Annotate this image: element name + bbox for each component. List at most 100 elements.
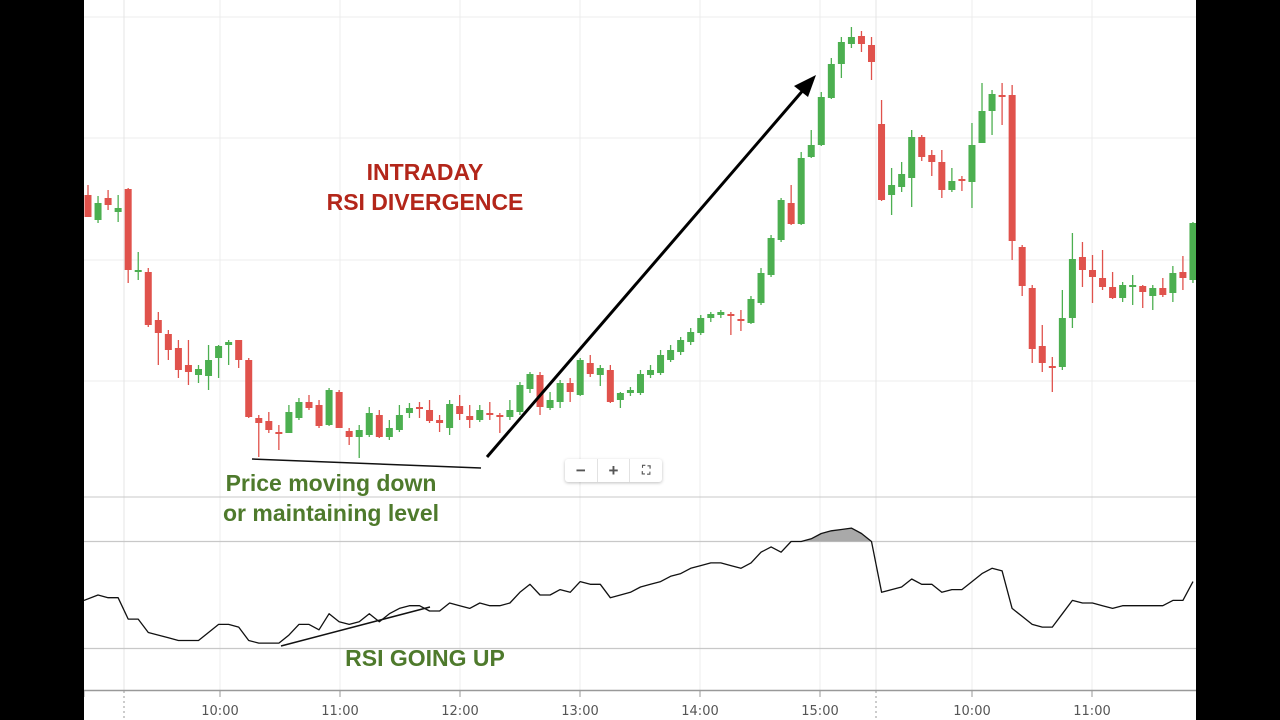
rsi-line — [84, 527, 1194, 644]
candle-up — [697, 315, 705, 335]
candle-body — [868, 45, 876, 62]
candle-down — [496, 413, 504, 433]
candle-body — [235, 340, 243, 360]
candle-up — [908, 130, 916, 207]
candle-body — [898, 174, 906, 187]
candle-up — [395, 405, 403, 432]
candle-body — [486, 413, 494, 415]
candle-down — [1109, 272, 1117, 299]
candle-body — [677, 340, 685, 352]
x-tick-label: 11:00 — [1073, 704, 1110, 719]
candle-up — [948, 168, 956, 192]
candle-body — [154, 320, 162, 333]
title-line-2: RSI DIVERGENCE — [326, 189, 524, 215]
candle-body — [456, 406, 464, 414]
candle-up — [506, 400, 514, 420]
candle-body — [1008, 95, 1016, 241]
fullscreen-icon[interactable]: ⛶ — [641, 463, 651, 477]
candle-body — [1089, 270, 1096, 277]
candle-down — [1159, 278, 1167, 297]
candle-up — [707, 312, 715, 322]
candle-body — [275, 432, 283, 434]
candle-body — [345, 431, 353, 437]
candle-body — [295, 402, 303, 418]
candle-up — [134, 252, 142, 280]
candle-up — [988, 90, 996, 135]
candle-body — [174, 348, 182, 370]
candle-body — [355, 430, 363, 437]
candle-body — [626, 390, 634, 393]
candle-down — [1099, 250, 1107, 290]
candle-body — [1149, 288, 1157, 296]
candle-down — [958, 176, 966, 191]
candle-up — [526, 372, 534, 393]
candle-down — [1089, 255, 1096, 303]
candle-body — [797, 158, 805, 224]
candle-up — [1068, 233, 1076, 328]
rsi-overbought-fill — [84, 528, 1193, 542]
candle-down — [235, 340, 243, 368]
candle-body — [807, 145, 815, 157]
candle-down — [1078, 242, 1086, 287]
candle-body — [1068, 259, 1076, 318]
candle-down — [1048, 357, 1056, 392]
candle-body — [415, 407, 423, 409]
price-trendline — [251, 458, 482, 469]
candle-down — [144, 268, 152, 327]
zoom-out-button[interactable]: − — [565, 459, 598, 482]
candle-body — [164, 334, 172, 350]
candle-up — [1129, 275, 1137, 305]
candle-body — [365, 413, 373, 435]
candle-up — [968, 123, 976, 208]
candle-body — [817, 97, 825, 145]
candle-up — [797, 152, 805, 225]
candle-body — [576, 360, 584, 395]
candle-body — [1018, 247, 1026, 286]
candle-down — [415, 402, 423, 418]
candle-down — [174, 340, 182, 378]
zoom-in-button[interactable]: + — [598, 459, 631, 482]
candle-body — [385, 428, 393, 437]
candle-body — [476, 410, 484, 420]
candle-up — [847, 27, 855, 48]
candle-down — [998, 83, 1006, 125]
candle-body — [988, 94, 996, 111]
candle-up — [717, 310, 725, 318]
candle-up — [385, 420, 393, 440]
candle-down — [1139, 285, 1147, 308]
x-tick-label: 10:00 — [201, 704, 238, 719]
candle-body — [737, 319, 745, 321]
candle-body — [536, 375, 544, 407]
candle-body — [647, 370, 655, 375]
candle-body — [1119, 285, 1127, 298]
candle-body — [1139, 286, 1147, 292]
candle-up — [446, 400, 454, 435]
candle-up — [516, 382, 524, 415]
candle-body — [315, 405, 323, 426]
x-tick-label: 11:00 — [321, 704, 358, 719]
candle-body — [124, 189, 132, 270]
candle-body — [516, 385, 524, 412]
candle-body — [636, 374, 644, 393]
candle-up — [114, 195, 122, 222]
candle-up — [1149, 285, 1157, 310]
candle-body — [948, 181, 956, 190]
candle-up — [556, 380, 564, 408]
candle-body — [205, 360, 213, 376]
candle-body — [958, 179, 966, 181]
candle-body — [375, 415, 383, 437]
candle-down — [606, 365, 614, 403]
candle-body — [546, 400, 554, 408]
candle-body — [616, 393, 624, 400]
candle-up — [978, 83, 986, 143]
candle-down — [1179, 256, 1187, 290]
candle-down — [737, 310, 745, 331]
chart-area[interactable]: 0010:0011:0012:0013:0014:0015:0010:0011:… — [84, 0, 1196, 720]
candle-down — [787, 185, 795, 225]
candle-body — [767, 238, 775, 275]
candle-body — [1099, 278, 1107, 287]
candle-body — [978, 111, 986, 143]
candle-body — [586, 363, 594, 374]
candle-body — [395, 415, 403, 430]
candle-down — [184, 340, 192, 385]
